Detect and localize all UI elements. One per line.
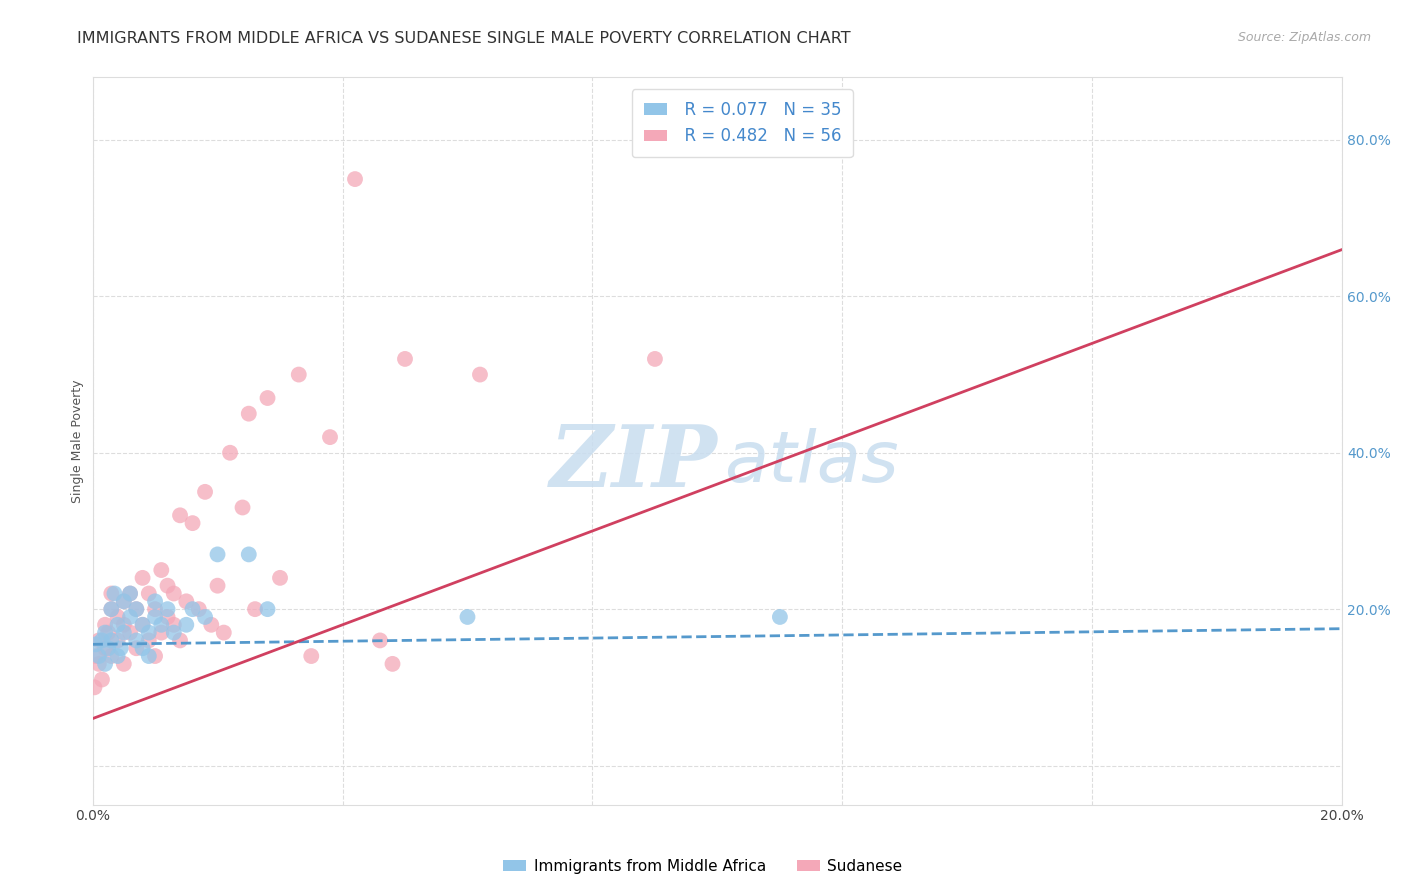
Point	[112, 617, 135, 632]
Point	[368, 633, 391, 648]
Point	[143, 648, 166, 663]
Point	[84, 648, 107, 663]
Point	[181, 602, 204, 616]
Legend: Immigrants from Middle Africa, Sudanese: Immigrants from Middle Africa, Sudanese	[498, 853, 908, 880]
Point	[143, 610, 166, 624]
Point	[143, 602, 166, 616]
Point	[87, 657, 110, 671]
Point	[343, 172, 366, 186]
Text: atlas: atlas	[724, 428, 898, 498]
Point	[319, 430, 342, 444]
Point	[287, 368, 309, 382]
Point	[91, 633, 114, 648]
Point	[163, 586, 186, 600]
Point	[107, 610, 129, 624]
Point	[194, 484, 217, 499]
Point	[120, 625, 142, 640]
Point	[381, 657, 404, 671]
Point	[299, 648, 322, 663]
Point	[269, 571, 291, 585]
Point	[468, 368, 491, 382]
Point	[169, 508, 191, 523]
Point	[94, 657, 117, 671]
Point	[100, 648, 122, 663]
Point	[107, 648, 129, 663]
Text: Source: ZipAtlas.com: Source: ZipAtlas.com	[1237, 31, 1371, 45]
Point	[150, 563, 173, 577]
Point	[100, 633, 122, 648]
Point	[131, 617, 153, 632]
Point	[150, 617, 173, 632]
Point	[176, 594, 198, 608]
Point	[156, 602, 179, 616]
Point	[138, 625, 160, 640]
Point	[103, 586, 125, 600]
Point	[120, 586, 142, 600]
Point	[83, 681, 105, 695]
Point	[125, 633, 148, 648]
Point	[110, 641, 132, 656]
Point	[219, 446, 242, 460]
Point	[112, 594, 135, 608]
Point	[125, 602, 148, 616]
Point	[107, 617, 129, 632]
Text: IMMIGRANTS FROM MIDDLE AFRICA VS SUDANESE SINGLE MALE POVERTY CORRELATION CHART: IMMIGRANTS FROM MIDDLE AFRICA VS SUDANES…	[77, 31, 851, 46]
Point	[169, 633, 191, 648]
Point	[100, 602, 122, 616]
Point	[94, 617, 117, 632]
Point	[131, 617, 153, 632]
Point	[138, 648, 160, 663]
Point	[125, 641, 148, 656]
Point	[256, 602, 278, 616]
Point	[200, 617, 222, 632]
Legend:   R = 0.077   N = 35,   R = 0.482   N = 56: R = 0.077 N = 35, R = 0.482 N = 56	[631, 89, 853, 157]
Point	[143, 594, 166, 608]
Point	[394, 351, 416, 366]
Point	[100, 602, 122, 616]
Point	[238, 407, 260, 421]
Text: ZIP: ZIP	[550, 421, 717, 505]
Point	[243, 602, 266, 616]
Point	[87, 648, 110, 663]
Point	[131, 571, 153, 585]
Point	[212, 625, 235, 640]
Point	[100, 586, 122, 600]
Point	[181, 516, 204, 530]
Point	[112, 657, 135, 671]
Point	[163, 617, 186, 632]
Point	[94, 625, 117, 640]
Point	[194, 610, 217, 624]
Point	[87, 633, 110, 648]
Point	[238, 548, 260, 562]
Point	[150, 625, 173, 640]
Point	[256, 391, 278, 405]
Point	[232, 500, 254, 515]
Point	[91, 673, 114, 687]
Point	[644, 351, 666, 366]
Point	[456, 610, 478, 624]
Point	[138, 633, 160, 648]
Point	[207, 579, 229, 593]
Point	[769, 610, 792, 624]
Point	[97, 625, 120, 640]
Point	[156, 610, 179, 624]
Point	[120, 610, 142, 624]
Point	[112, 625, 135, 640]
Point	[107, 633, 129, 648]
Point	[125, 602, 148, 616]
Point	[156, 579, 179, 593]
Point	[112, 594, 135, 608]
Point	[120, 586, 142, 600]
Point	[187, 602, 209, 616]
Point	[176, 617, 198, 632]
Point	[97, 641, 120, 656]
Point	[84, 637, 107, 651]
Point	[138, 586, 160, 600]
Point	[207, 548, 229, 562]
Point	[94, 641, 117, 656]
Y-axis label: Single Male Poverty: Single Male Poverty	[72, 379, 84, 503]
Point	[163, 625, 186, 640]
Point	[131, 641, 153, 656]
